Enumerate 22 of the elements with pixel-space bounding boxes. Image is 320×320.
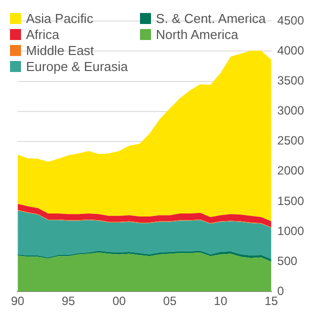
y-tick-label: 3500	[277, 74, 304, 88]
y-tick-label: 500	[277, 254, 298, 268]
x-tick-label: 10	[214, 294, 228, 308]
legend-label: Europe & Eurasia	[26, 58, 128, 74]
y-tick-label: 1000	[277, 224, 304, 238]
legend-label: S. & Cent. America	[156, 10, 266, 26]
x-tick-label: 95	[62, 294, 76, 308]
legend-label: Middle East	[26, 42, 94, 58]
y-tick-label: 1500	[277, 194, 304, 208]
x-tick-label: 90	[10, 294, 25, 308]
x-tick-label: 05	[163, 294, 177, 308]
x-tick-label: 15	[264, 294, 278, 308]
x-tick-label: 00	[112, 294, 126, 308]
legend-label: Africa	[26, 26, 60, 42]
y-tick-label: 0	[277, 284, 284, 298]
legend-label: Asia Pacific	[26, 10, 94, 26]
y-tick-label: 2000	[277, 164, 304, 178]
legend-label: North America	[156, 26, 238, 42]
y-tick-label: 3000	[277, 104, 304, 118]
y-tick-label: 2500	[277, 134, 304, 148]
y-tick-label: 4500	[277, 14, 304, 28]
y-tick-label: 4000	[277, 44, 304, 58]
